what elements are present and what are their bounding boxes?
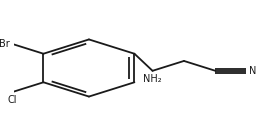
Text: Br: Br: [0, 39, 10, 49]
Text: NH₂: NH₂: [143, 74, 162, 84]
Text: Cl: Cl: [7, 95, 17, 105]
Text: N: N: [249, 66, 256, 76]
